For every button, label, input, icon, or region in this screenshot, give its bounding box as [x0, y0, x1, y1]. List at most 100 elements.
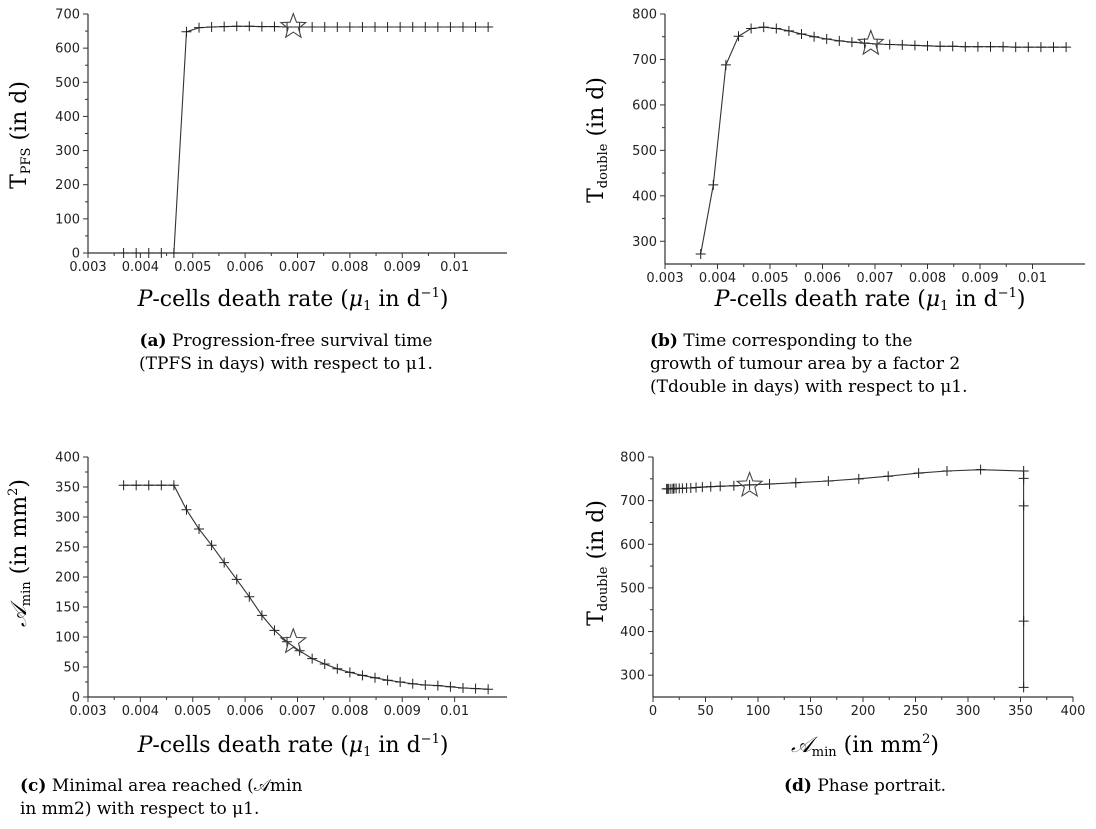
- chart-c: 𝒜min (in mm2) P-cells death rate (μ1 in …: [6, 451, 507, 760]
- chart-d-data-point: [1018, 616, 1029, 627]
- chart-a-x-tick-label: 0.007: [279, 260, 316, 275]
- chart-c-x-tick-label: 0.007: [279, 704, 316, 719]
- chart-c-data-point: [357, 670, 368, 681]
- chart-a-data-point: [319, 21, 330, 32]
- chart-a-y-tick-label: 0: [72, 247, 80, 262]
- chart-a-data-point: [219, 21, 230, 32]
- chart-b-data-point: [1061, 42, 1072, 53]
- chart-a-data-point: [156, 248, 167, 258]
- caption-a-tag: (a): [139, 331, 167, 351]
- chart-a-y-tick-label: 700: [55, 8, 80, 23]
- chart-b-data-point: [821, 34, 832, 44]
- chart-a-x-tick-label: 0.004: [122, 260, 159, 275]
- chart-c-x-tick-label: 0.006: [227, 704, 264, 719]
- chart-a-data-point: [194, 22, 205, 33]
- chart-c-data-point: [194, 524, 205, 534]
- chart-c-xlabel: P-cells death rate (μ1 in d−1): [137, 732, 449, 760]
- chart-b-data-point: [796, 29, 807, 39]
- chart-d-data-point: [853, 473, 864, 484]
- chart-a-ylabel: TPFS (in d): [7, 81, 34, 189]
- chart-c-y-tick-label: 350: [55, 481, 80, 496]
- chart-b-data-point: [771, 23, 782, 34]
- chart-a-data-point: [432, 21, 443, 32]
- chart-d-data-point: [975, 464, 986, 475]
- chart-b-data-point: [947, 41, 958, 52]
- chart-d-x-tick-label: 350: [1008, 704, 1033, 719]
- chart-d-ylabel: Tdouble (in d): [584, 500, 611, 626]
- chart-d: Tdouble (in d) 𝒜min (in mm2) 0 50 100 150 20…: [584, 451, 1085, 761]
- chart-c-star-marker: [279, 627, 308, 654]
- chart-a-data-point: [131, 248, 142, 258]
- chart-b-ylabel: Tdouble (in d): [584, 77, 611, 203]
- chart-b-data-point: [846, 37, 857, 48]
- chart-d-data-point: [1018, 500, 1029, 511]
- chart-a-data-point: [483, 21, 494, 32]
- chart-a-x-tick-label: 0.008: [331, 260, 368, 275]
- chart-b-xlabel: P-cells death rate (μ1 in d−1): [714, 286, 1026, 314]
- caption-b-tag: (b): [650, 331, 678, 351]
- chart-b-data-point: [998, 41, 1009, 52]
- chart-c-data-point: [118, 480, 129, 491]
- chart-a-x-tick-label: 0.006: [227, 260, 264, 275]
- chart-b-data-point: [746, 23, 757, 34]
- chart-c-y-tick-label: 50: [63, 661, 80, 676]
- chart-c-series-line: [123, 484, 489, 690]
- chart-b-x-tick-label: 0.005: [751, 271, 788, 286]
- chart-d-data-point: [1018, 682, 1029, 693]
- chart-c-data-point: [307, 653, 318, 664]
- chart-c-data-point: [131, 480, 142, 491]
- chart-c-data-point: [282, 636, 293, 647]
- caption-d-line1: Phase portrait.: [817, 776, 947, 796]
- chart-b-data-point: [1023, 42, 1034, 53]
- chart-b-data-point: [897, 39, 908, 50]
- chart-a-data-point: [206, 21, 217, 32]
- caption-b: (b) Time corresponding to the growth of …: [650, 330, 1030, 399]
- chart-c-y-tick-label: 200: [55, 571, 80, 586]
- chart-b: Tdouble (in d) P-cells death rate (μ1 in…: [584, 8, 1085, 314]
- chart-a-data-point: [332, 21, 343, 32]
- chart-a-data-point: [181, 26, 192, 37]
- chart-c-x-tick-label: 0.003: [69, 704, 106, 719]
- chart-b-data-point: [960, 41, 971, 52]
- chart-d-data-point: [913, 468, 924, 479]
- chart-c-data-point: [231, 574, 242, 585]
- chart-c-data-point: [382, 675, 393, 686]
- caption-c-tag: (c): [20, 776, 47, 796]
- chart-c-data-point: [407, 678, 418, 689]
- chart-a-data-point: [420, 21, 431, 32]
- chart-b-x-tick-label: 0.007: [856, 271, 893, 286]
- chart-c-data-point: [420, 680, 431, 690]
- chart-d-data-point: [728, 480, 739, 491]
- chart-d-x-tick-label: 50: [697, 704, 714, 719]
- chart-c-data-point: [344, 667, 355, 678]
- chart-b-x-tick-label: 0.01: [1018, 271, 1047, 286]
- chart-c-data-point: [332, 663, 343, 674]
- chart-c-data-point: [143, 480, 154, 491]
- chart-c-data-point: [168, 480, 179, 491]
- chart-c-y-tick-label: 0: [72, 691, 80, 706]
- chart-a-data-point: [344, 21, 355, 32]
- chart-b-series-line: [700, 26, 1067, 255]
- caption-b-line1: Time corresponding to the: [683, 331, 913, 351]
- chart-a-star-marker: [279, 12, 308, 39]
- chart-c-y-tick-label: 300: [55, 511, 80, 526]
- chart-a-xlabel: P-cells death rate (μ1 in d−1): [137, 286, 449, 314]
- chart-b-data-point: [708, 179, 719, 190]
- chart-c-y-tick-label: 400: [55, 451, 80, 466]
- chart-d-x-tick-label: 100: [746, 704, 771, 719]
- chart-b-data-point: [1010, 42, 1021, 53]
- chart-a-x-tick-label: 0.01: [440, 260, 469, 275]
- chart-c-data-point: [470, 683, 481, 694]
- chart-c-data-point: [319, 659, 330, 669]
- caption-a: (a) Progression-free survival time (TPFS…: [96, 330, 476, 376]
- chart-b-data-point: [935, 41, 946, 52]
- chart-d-x-tick-label: 150: [798, 704, 823, 719]
- chart-a: TPFS (in d) P-cells death rate (μ1 in d−…: [7, 8, 507, 314]
- chart-a-series-line: [123, 25, 489, 254]
- chart-a-data-point: [307, 21, 318, 32]
- chart-a-data-point: [382, 21, 393, 32]
- chart-d-data-point: [823, 476, 834, 486]
- caption-d: (d) Phase portrait.: [740, 775, 990, 798]
- chart-a-data-point: [256, 21, 267, 32]
- chart-c-data-point: [244, 591, 255, 602]
